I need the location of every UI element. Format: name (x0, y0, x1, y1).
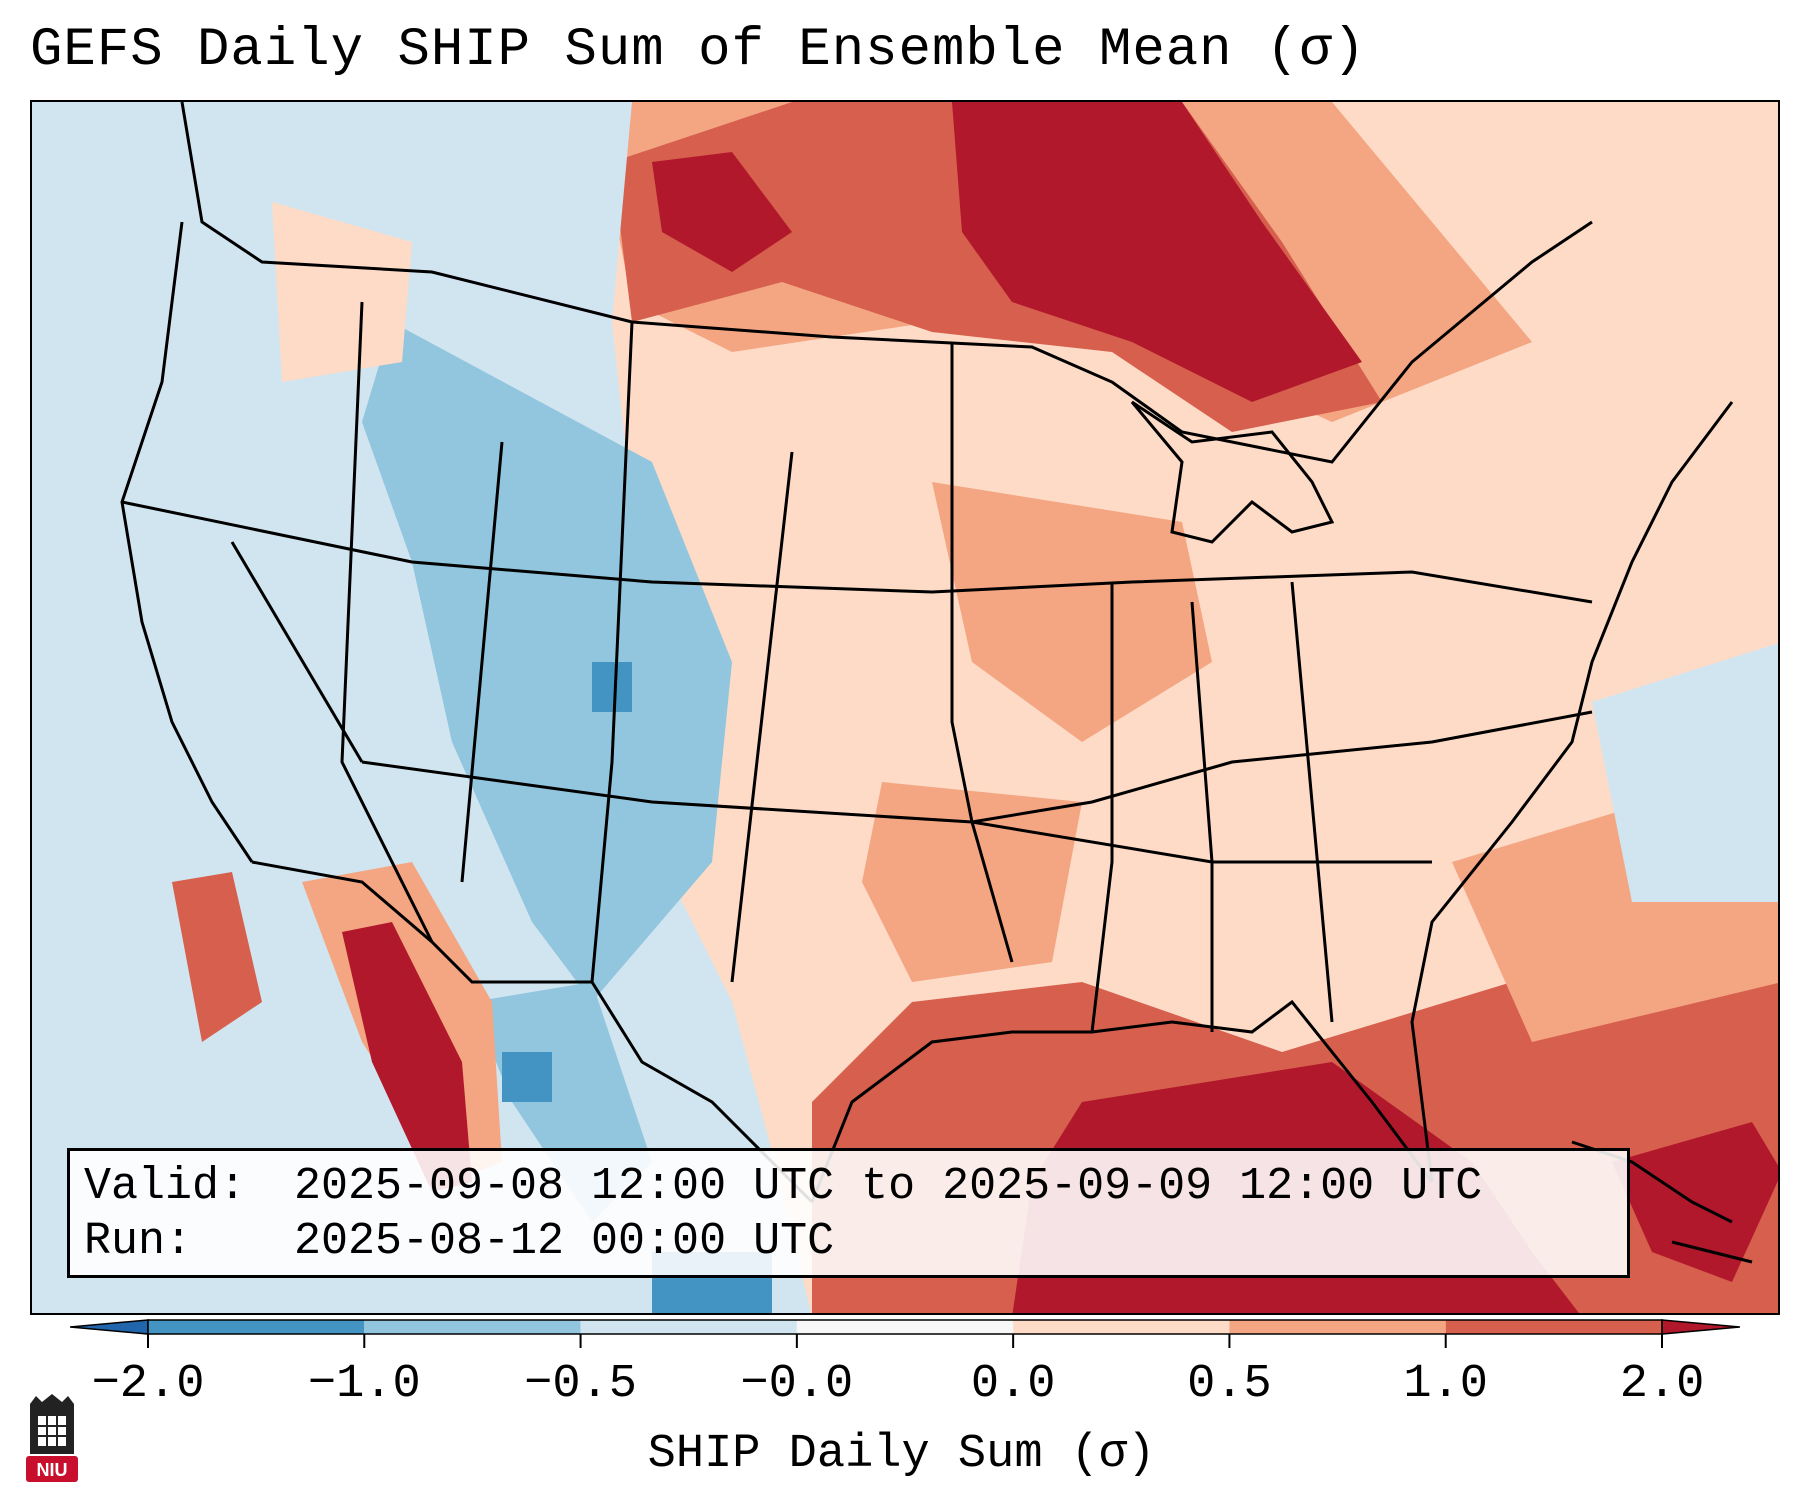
colorbar-tick-label: −0.0 (740, 1358, 854, 1411)
state-line-11 (230, 541, 364, 763)
colorbar-segments (70, 1319, 1740, 1335)
run-value: 2025-08-12 00:00 UTC (294, 1216, 835, 1267)
us-canada-border (180, 102, 1593, 464)
colorbar-segment (1013, 1320, 1230, 1334)
negative-region-atlantic (1592, 643, 1778, 902)
extreme-region-canada-2 (952, 102, 1362, 402)
positive-region-east (932, 482, 1212, 742)
info-box: Valid: 2025-09-08 12:00 UTC to 2025-09-09… (67, 1148, 1630, 1278)
state-line-12 (1131, 570, 1593, 604)
map-canvas (32, 102, 1778, 1313)
strong-region-baja (342, 922, 472, 1192)
state-line-13 (971, 820, 1432, 864)
state-line-3 (590, 321, 634, 983)
state-line-9 (340, 301, 434, 943)
strong-region-pacific (172, 872, 262, 1042)
state-line-5 (730, 451, 794, 983)
negative-region-rockies (362, 322, 732, 1002)
colorbar-tick-label: −2.0 (91, 1358, 205, 1411)
strong-negative-spot-2 (502, 1052, 552, 1102)
logo-banner (26, 1456, 78, 1482)
boundaries (120, 102, 1753, 1264)
colorbar-segment (1445, 1320, 1662, 1334)
colorbar-extend-low (70, 1319, 149, 1335)
valid-value: 2025-09-08 12:00 UTC to 2025-09-09 12:00… (294, 1161, 1483, 1212)
logo-window-grid-icon (38, 1416, 66, 1446)
colorbar-outline (147, 1319, 1663, 1335)
colorbar-ticks (147, 1334, 1663, 1348)
colorbar-extend-high (1661, 1319, 1740, 1335)
state-line-4 (950, 342, 1014, 963)
atlantic-coast (1410, 401, 1734, 1183)
colorbar-segment (364, 1320, 581, 1334)
state-line-8 (1290, 581, 1334, 1023)
strong-negative-spot (592, 662, 632, 712)
colorbar-tick-label: −0.5 (524, 1358, 637, 1411)
field-shading (32, 102, 1778, 1313)
run-label: Run: (84, 1216, 193, 1267)
state-line-1 (121, 500, 1133, 594)
colorbar-segment (1229, 1320, 1446, 1334)
colorbar-tick-label: 2.0 (1619, 1358, 1705, 1411)
colorbar (70, 1319, 1740, 1348)
positive-region-pnw (272, 202, 412, 382)
pacific-coast (120, 221, 254, 863)
great-lakes (1130, 400, 1335, 544)
state-line-6 (1090, 582, 1114, 1033)
map-panel (30, 100, 1780, 1315)
colorbar-label: SHIP Daily Sum (σ) (647, 1428, 1156, 1481)
niu-logo: NIU (26, 1394, 78, 1482)
state-line-10 (460, 441, 504, 883)
colorbar-segment (148, 1320, 365, 1334)
state-line-2 (361, 710, 1593, 824)
colorbar-tick-label: 0.0 (970, 1358, 1056, 1411)
colorbar-tick-label: 0.5 (1187, 1358, 1272, 1411)
logo-text: NIU (37, 1460, 68, 1480)
colorbar-segment (796, 1320, 1014, 1334)
valid-label: Valid: (84, 1161, 247, 1212)
colorbar-segment (580, 1320, 797, 1334)
colorbar-tick-label: 1.0 (1403, 1358, 1489, 1411)
gulf-coast (810, 999, 1434, 1203)
chart-title: GEFS Daily SHIP Sum of Ensemble Mean (σ) (30, 20, 1367, 81)
colorbar-tick-label: −1.0 (307, 1358, 421, 1411)
extreme-region-canada (652, 152, 792, 272)
